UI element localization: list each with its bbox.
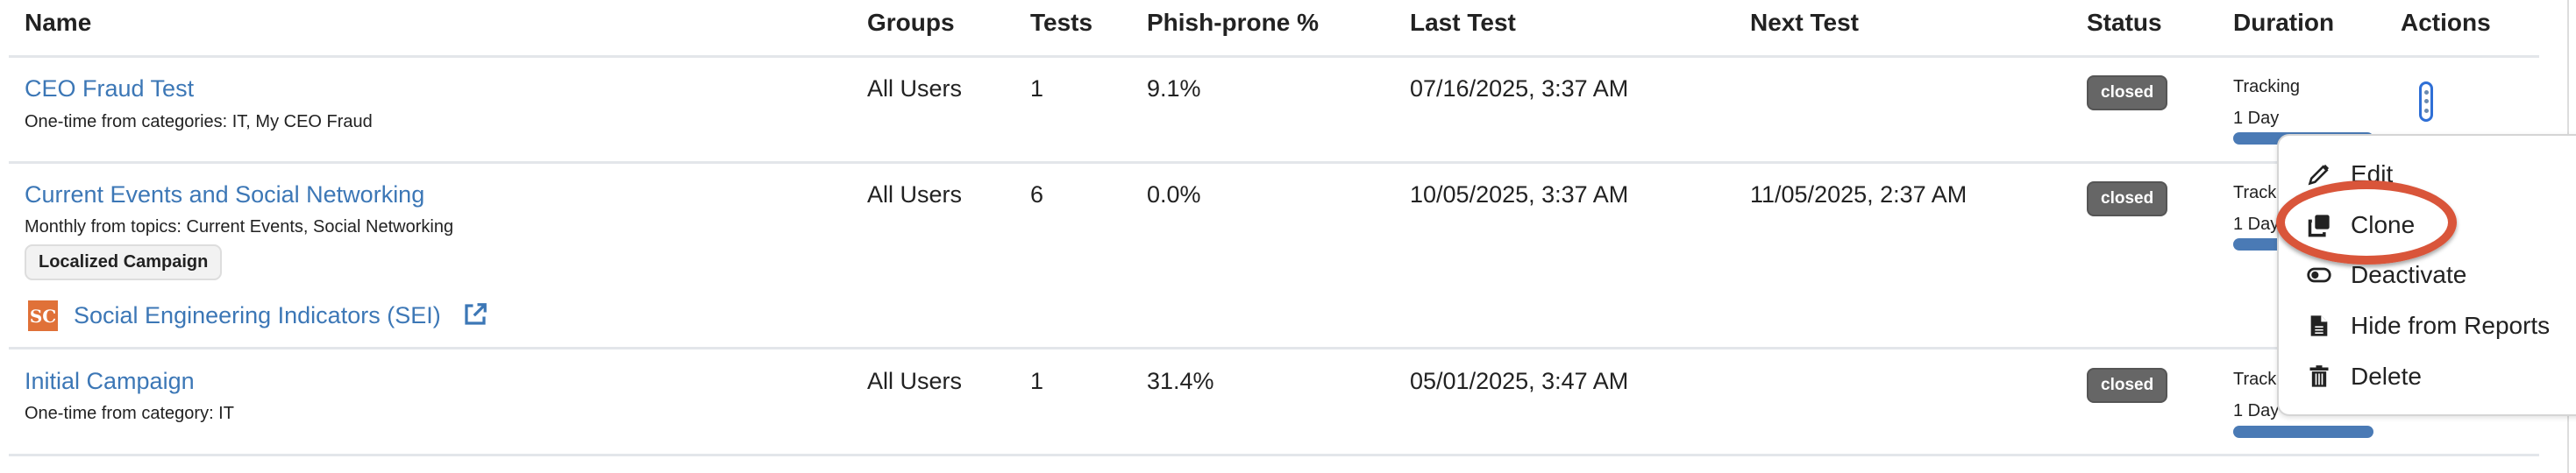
divider [9, 347, 2539, 349]
campaign-subtitle: One-time from category: IT [25, 404, 234, 423]
external-link-icon[interactable] [462, 301, 488, 328]
col-header-actions: Actions [2401, 9, 2491, 36]
groups-cell: All Users [867, 181, 963, 208]
duration-label: Tracking [2233, 77, 2300, 96]
menu-item-label: Delete [2351, 363, 2422, 390]
col-header-next-test[interactable]: Next Test [1750, 9, 1859, 36]
campaign-name-link[interactable]: CEO Fraud Test [25, 75, 195, 102]
phish-prone-cell: 0.0% [1147, 181, 1201, 208]
divider [9, 454, 2539, 456]
col-header-last-test[interactable]: Last Test [1410, 9, 1516, 36]
toggle-icon [2307, 267, 2331, 283]
col-header-phish-prone[interactable]: Phish-prone % [1147, 9, 1320, 36]
localized-campaign-tag: Localized Campaign [25, 244, 223, 280]
clone-highlight-circle [2276, 180, 2457, 265]
menu-item-hide-from-reports[interactable]: Hide from Reports [2307, 312, 2550, 340]
pencil-icon [2308, 164, 2330, 186]
tests-cell: 1 [1030, 368, 1044, 394]
campaign-name-link[interactable]: Current Events and Social Networking [25, 181, 425, 208]
duration-value: 1 Day [2233, 109, 2280, 128]
sei-link[interactable]: Social Engineering Indicators (SEI) [74, 302, 441, 328]
menu-item-label: Deactivate [2351, 261, 2467, 288]
groups-cell: All Users [867, 75, 963, 102]
col-header-duration[interactable]: Duration [2233, 9, 2335, 36]
duration-value: 1 Day [2233, 401, 2280, 420]
divider [9, 55, 2539, 58]
status-badge: closed [2087, 368, 2168, 403]
menu-item-deactivate[interactable]: Deactivate [2307, 261, 2466, 289]
groups-cell: All Users [867, 368, 963, 394]
actions-dropdown-menu: Edit Clone Deactivate Hide from Reports … [2277, 134, 2576, 416]
col-header-groups[interactable]: Groups [867, 9, 955, 36]
menu-item-delete[interactable]: Delete [2307, 363, 2422, 391]
duration-value: 1 Day [2233, 215, 2280, 234]
last-test-cell: 10/05/2025, 3:37 AM [1410, 181, 1629, 208]
col-header-status[interactable]: Status [2087, 9, 2162, 36]
phish-prone-cell: 9.1% [1147, 75, 1201, 102]
file-icon [2310, 315, 2328, 336]
status-badge: closed [2087, 181, 2168, 216]
kebab-menu-icon[interactable] [2419, 81, 2433, 122]
phish-prone-cell: 31.4% [1147, 368, 1214, 394]
campaign-subtitle: Monthly from topics: Current Events, Soc… [25, 217, 454, 236]
tests-cell: 1 [1030, 75, 1044, 102]
divider [9, 161, 2539, 164]
col-header-name[interactable]: Name [25, 9, 92, 36]
trash-icon [2309, 365, 2329, 387]
status-badge: closed [2087, 75, 2168, 110]
next-test-cell: 11/05/2025, 2:37 AM [1750, 181, 1968, 208]
campaign-subtitle: One-time from categories: IT, My CEO Fra… [25, 112, 373, 131]
campaign-name-link[interactable]: Initial Campaign [25, 368, 195, 394]
sei-logo-icon: SC [28, 300, 58, 331]
last-test-cell: 07/16/2025, 3:37 AM [1410, 75, 1629, 102]
tests-cell: 6 [1030, 181, 1044, 208]
duration-progress-bar [2233, 426, 2373, 438]
col-header-tests[interactable]: Tests [1030, 9, 1093, 36]
menu-item-label: Hide from Reports [2351, 312, 2551, 339]
last-test-cell: 05/01/2025, 3:47 AM [1410, 368, 1629, 394]
